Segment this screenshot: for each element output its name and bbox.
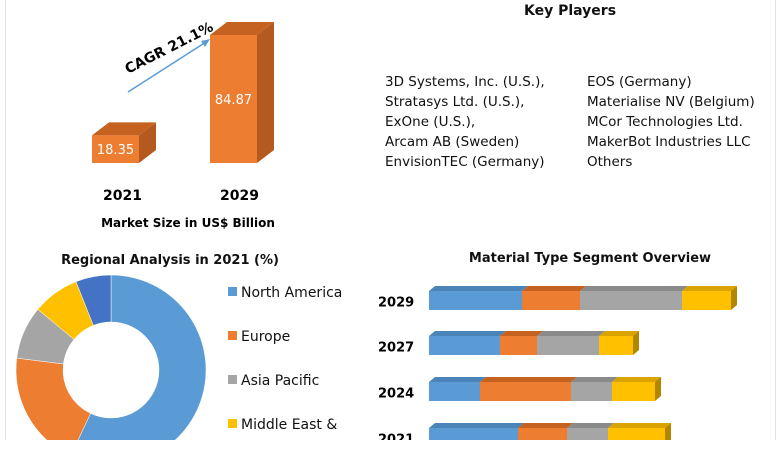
- player: Arcam AB (Sweden): [385, 134, 520, 150]
- segment-2024-2: [480, 382, 571, 401]
- segment-top: [480, 377, 577, 382]
- segment-top: [580, 286, 688, 291]
- segment-top: [429, 286, 528, 291]
- segment-2029-4: [682, 291, 731, 310]
- bar-end: [633, 331, 639, 355]
- segment-top: [608, 423, 671, 428]
- segment-2024-4: [612, 382, 655, 401]
- player: MakerBot Industries LLC: [587, 134, 751, 150]
- bar-end: [665, 423, 671, 440]
- data-label-2029: 84.87: [215, 93, 252, 108]
- segment-top: [571, 377, 618, 382]
- player: Others: [587, 154, 633, 170]
- donut-slice-europe: [15, 357, 91, 440]
- segment-2029-3: [580, 291, 682, 310]
- segment-top: [518, 423, 573, 428]
- donut-slice-other: [75, 274, 112, 326]
- key-players-right: EOS (Germany) Materialise NV (Belgium) M…: [587, 72, 755, 172]
- segment-2027-3: [537, 336, 599, 355]
- segment-top: [522, 286, 586, 291]
- bar-top: [92, 122, 156, 136]
- segment-top: [682, 286, 737, 291]
- legend-label: Europe: [241, 329, 291, 345]
- segment-top: [567, 423, 614, 428]
- x-tick-2029: 2029: [220, 188, 259, 204]
- player: Materialise NV (Belgium): [587, 94, 755, 110]
- segment-2021-2: [518, 428, 567, 440]
- bar-2021: [92, 135, 139, 163]
- cagr-arrow: [127, 41, 207, 93]
- segment-2029-1: [429, 291, 522, 310]
- legend-swatch: [228, 419, 237, 428]
- regional-legend: North America Europe Asia Pacific Middle…: [228, 285, 342, 461]
- segment-2027-2: [500, 336, 537, 355]
- legend-item: Europe: [228, 329, 342, 373]
- legend-item: Asia Pacific: [228, 373, 342, 417]
- bar-top: [210, 22, 274, 35]
- cagr-annotation: CAGR 21.1%: [123, 19, 217, 77]
- segment-2021-4: [608, 428, 665, 440]
- legend-label: North America: [241, 285, 343, 301]
- bar-side: [139, 122, 156, 163]
- x-axis-label: Market Size in US$ Billion: [101, 216, 275, 230]
- data-label-2021: 18.35: [97, 143, 134, 158]
- y-tick-2029: 2029: [378, 296, 414, 311]
- legend-swatch: [228, 287, 237, 296]
- material-chart: 2029 2027 2024 2021: [378, 286, 737, 441]
- segment-top: [429, 423, 524, 428]
- player: EnvisionTEC (Germany): [385, 154, 545, 170]
- segment-top: [429, 377, 486, 382]
- player: 3D Systems, Inc. (U.S.),: [385, 74, 545, 90]
- bar-end: [655, 377, 661, 401]
- player: EOS (Germany): [587, 74, 692, 90]
- segment-2024-3: [571, 382, 612, 401]
- segment-top: [429, 331, 506, 336]
- material-title: Material Type Segment Overview: [468, 251, 712, 266]
- segment-top: [537, 331, 605, 336]
- regional-donut: [15, 274, 207, 440]
- x-tick-2021: 2021: [103, 188, 142, 204]
- y-tick-2021: 2021: [378, 433, 414, 441]
- legend-label: Middle East &: [241, 417, 338, 433]
- segment-2024-1: [429, 382, 480, 401]
- segment-2029-2: [522, 291, 580, 310]
- legend-item: North America: [228, 285, 342, 329]
- segment-top: [612, 377, 661, 382]
- player: ExOne (U.S.),: [385, 114, 476, 130]
- legend-item: Middle East &: [228, 417, 342, 461]
- legend-swatch: [228, 331, 237, 340]
- segment-2027-4: [599, 336, 633, 355]
- segment-2021-1: [429, 428, 518, 440]
- segment-2021-3: [567, 428, 608, 440]
- bar-side: [257, 22, 274, 163]
- segment-2027-1: [429, 336, 500, 355]
- player: MCor Technologies Ltd.: [587, 114, 743, 130]
- key-players-left: 3D Systems, Inc. (U.S.), Stratasys Ltd. …: [385, 72, 545, 172]
- segment-top: [599, 331, 639, 336]
- legend-swatch: [228, 375, 237, 384]
- bar-end: [731, 286, 737, 310]
- y-tick-2024: 2024: [378, 387, 414, 402]
- regional-title: Regional Analysis in 2021 (%): [61, 253, 279, 268]
- legend-label: Asia Pacific: [241, 373, 320, 389]
- player: Stratasys Ltd. (U.S.),: [385, 94, 525, 110]
- y-tick-2027: 2027: [378, 341, 414, 356]
- donut-slice-north-america: [77, 274, 207, 440]
- key-players-title: Key Players: [524, 3, 617, 19]
- bar-2029: [210, 35, 257, 163]
- cagr-arrowhead: [201, 39, 210, 47]
- segment-top: [500, 331, 543, 336]
- market-size-chart: 18.35 84.87 CAGR 21.1% 2021 2029 Market S…: [92, 19, 275, 230]
- left-border: [5, 0, 6, 440]
- right-border: [775, 0, 776, 440]
